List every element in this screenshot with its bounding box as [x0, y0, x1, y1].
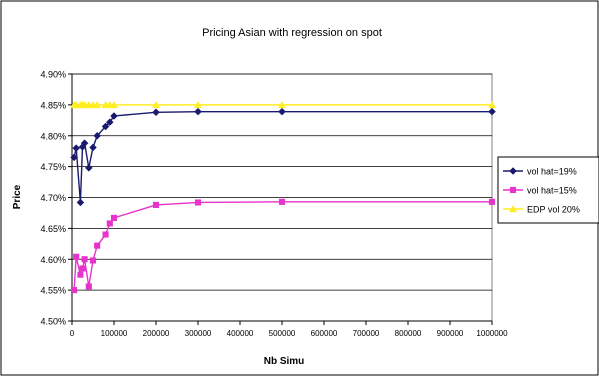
x-tick-label: 900000 — [437, 329, 464, 338]
data-point — [85, 283, 92, 290]
data-point — [93, 131, 102, 140]
data-point — [79, 265, 86, 272]
data-point — [106, 220, 113, 227]
data-point — [81, 256, 88, 263]
x-tick-label: 0 — [70, 329, 75, 338]
data-point — [488, 100, 496, 109]
data-point — [80, 139, 89, 148]
data-point — [76, 198, 85, 207]
legend-entry-label: vol hat=15% — [527, 186, 577, 196]
x-tick-label: 100000 — [101, 329, 128, 338]
data-point — [102, 231, 109, 238]
x-tick-label: 400000 — [227, 329, 254, 338]
data-point — [488, 198, 496, 205]
x-tick-label: 500000 — [269, 329, 296, 338]
series-2 — [71, 198, 496, 294]
x-tick-label: 700000 — [353, 329, 380, 338]
data-point — [72, 144, 81, 152]
x-tick-label: 600000 — [311, 329, 338, 338]
y-tick-label: 4.55% — [40, 286, 66, 296]
data-point — [94, 242, 101, 249]
legend-entry-label: vol hat=19% — [527, 167, 577, 177]
series-3 — [70, 100, 496, 109]
y-tick-label: 4.50% — [40, 317, 66, 327]
data-point — [105, 118, 114, 127]
data-point — [71, 287, 78, 294]
plot-area: 4.50% 4.55% 4.60% 4.65% 4.70% 4.75% 4.80% 4.85%… — [40, 70, 508, 339]
y-tick-label: 4.90% — [40, 70, 66, 80]
data-point — [278, 100, 286, 109]
legend-entry-label: EDP vol 20% — [527, 205, 580, 215]
y-tick-label: 4.80% — [40, 131, 66, 141]
x-tick-label: 800000 — [395, 329, 422, 338]
legend: vol hat=19% vol hat=15% EDP vol 20% — [497, 156, 599, 224]
data-point — [70, 153, 78, 162]
y-tick-label: 4.75% — [40, 162, 66, 172]
data-point — [110, 112, 118, 120]
data-point — [152, 100, 160, 109]
x-tick-label: 200000 — [143, 329, 170, 338]
data-point — [278, 107, 286, 116]
y-tick-label: 4.65% — [40, 224, 66, 234]
data-point — [194, 199, 202, 206]
chart-title: Pricing Asian with regression on spot — [202, 27, 382, 39]
y-tick-label: 4.85% — [40, 100, 66, 110]
data-point — [110, 100, 118, 109]
data-point — [194, 100, 202, 109]
data-point — [93, 100, 102, 109]
data-point — [73, 253, 80, 260]
series-1 — [70, 107, 496, 207]
x-tick-label: 300000 — [185, 329, 212, 338]
data-point — [84, 164, 93, 172]
y-axis-label: Price — [12, 184, 23, 209]
data-point — [110, 214, 118, 221]
data-point — [152, 201, 160, 208]
legend-swatch-marker — [509, 167, 517, 175]
data-point — [152, 108, 160, 117]
y-tick-label: 4.70% — [40, 193, 66, 203]
x-tick-label: 1000000 — [476, 329, 508, 338]
data-point — [278, 198, 286, 205]
legend-swatch-marker — [509, 204, 517, 213]
data-point — [101, 122, 110, 131]
data-point — [89, 143, 97, 152]
x-axis-label: Nb Simu — [264, 356, 305, 367]
data-point — [89, 257, 97, 264]
y-tick-label: 4.60% — [40, 255, 66, 265]
data-point — [488, 107, 496, 116]
legend-swatch-marker — [509, 186, 517, 194]
data-point — [194, 107, 202, 116]
data-point — [77, 271, 84, 278]
